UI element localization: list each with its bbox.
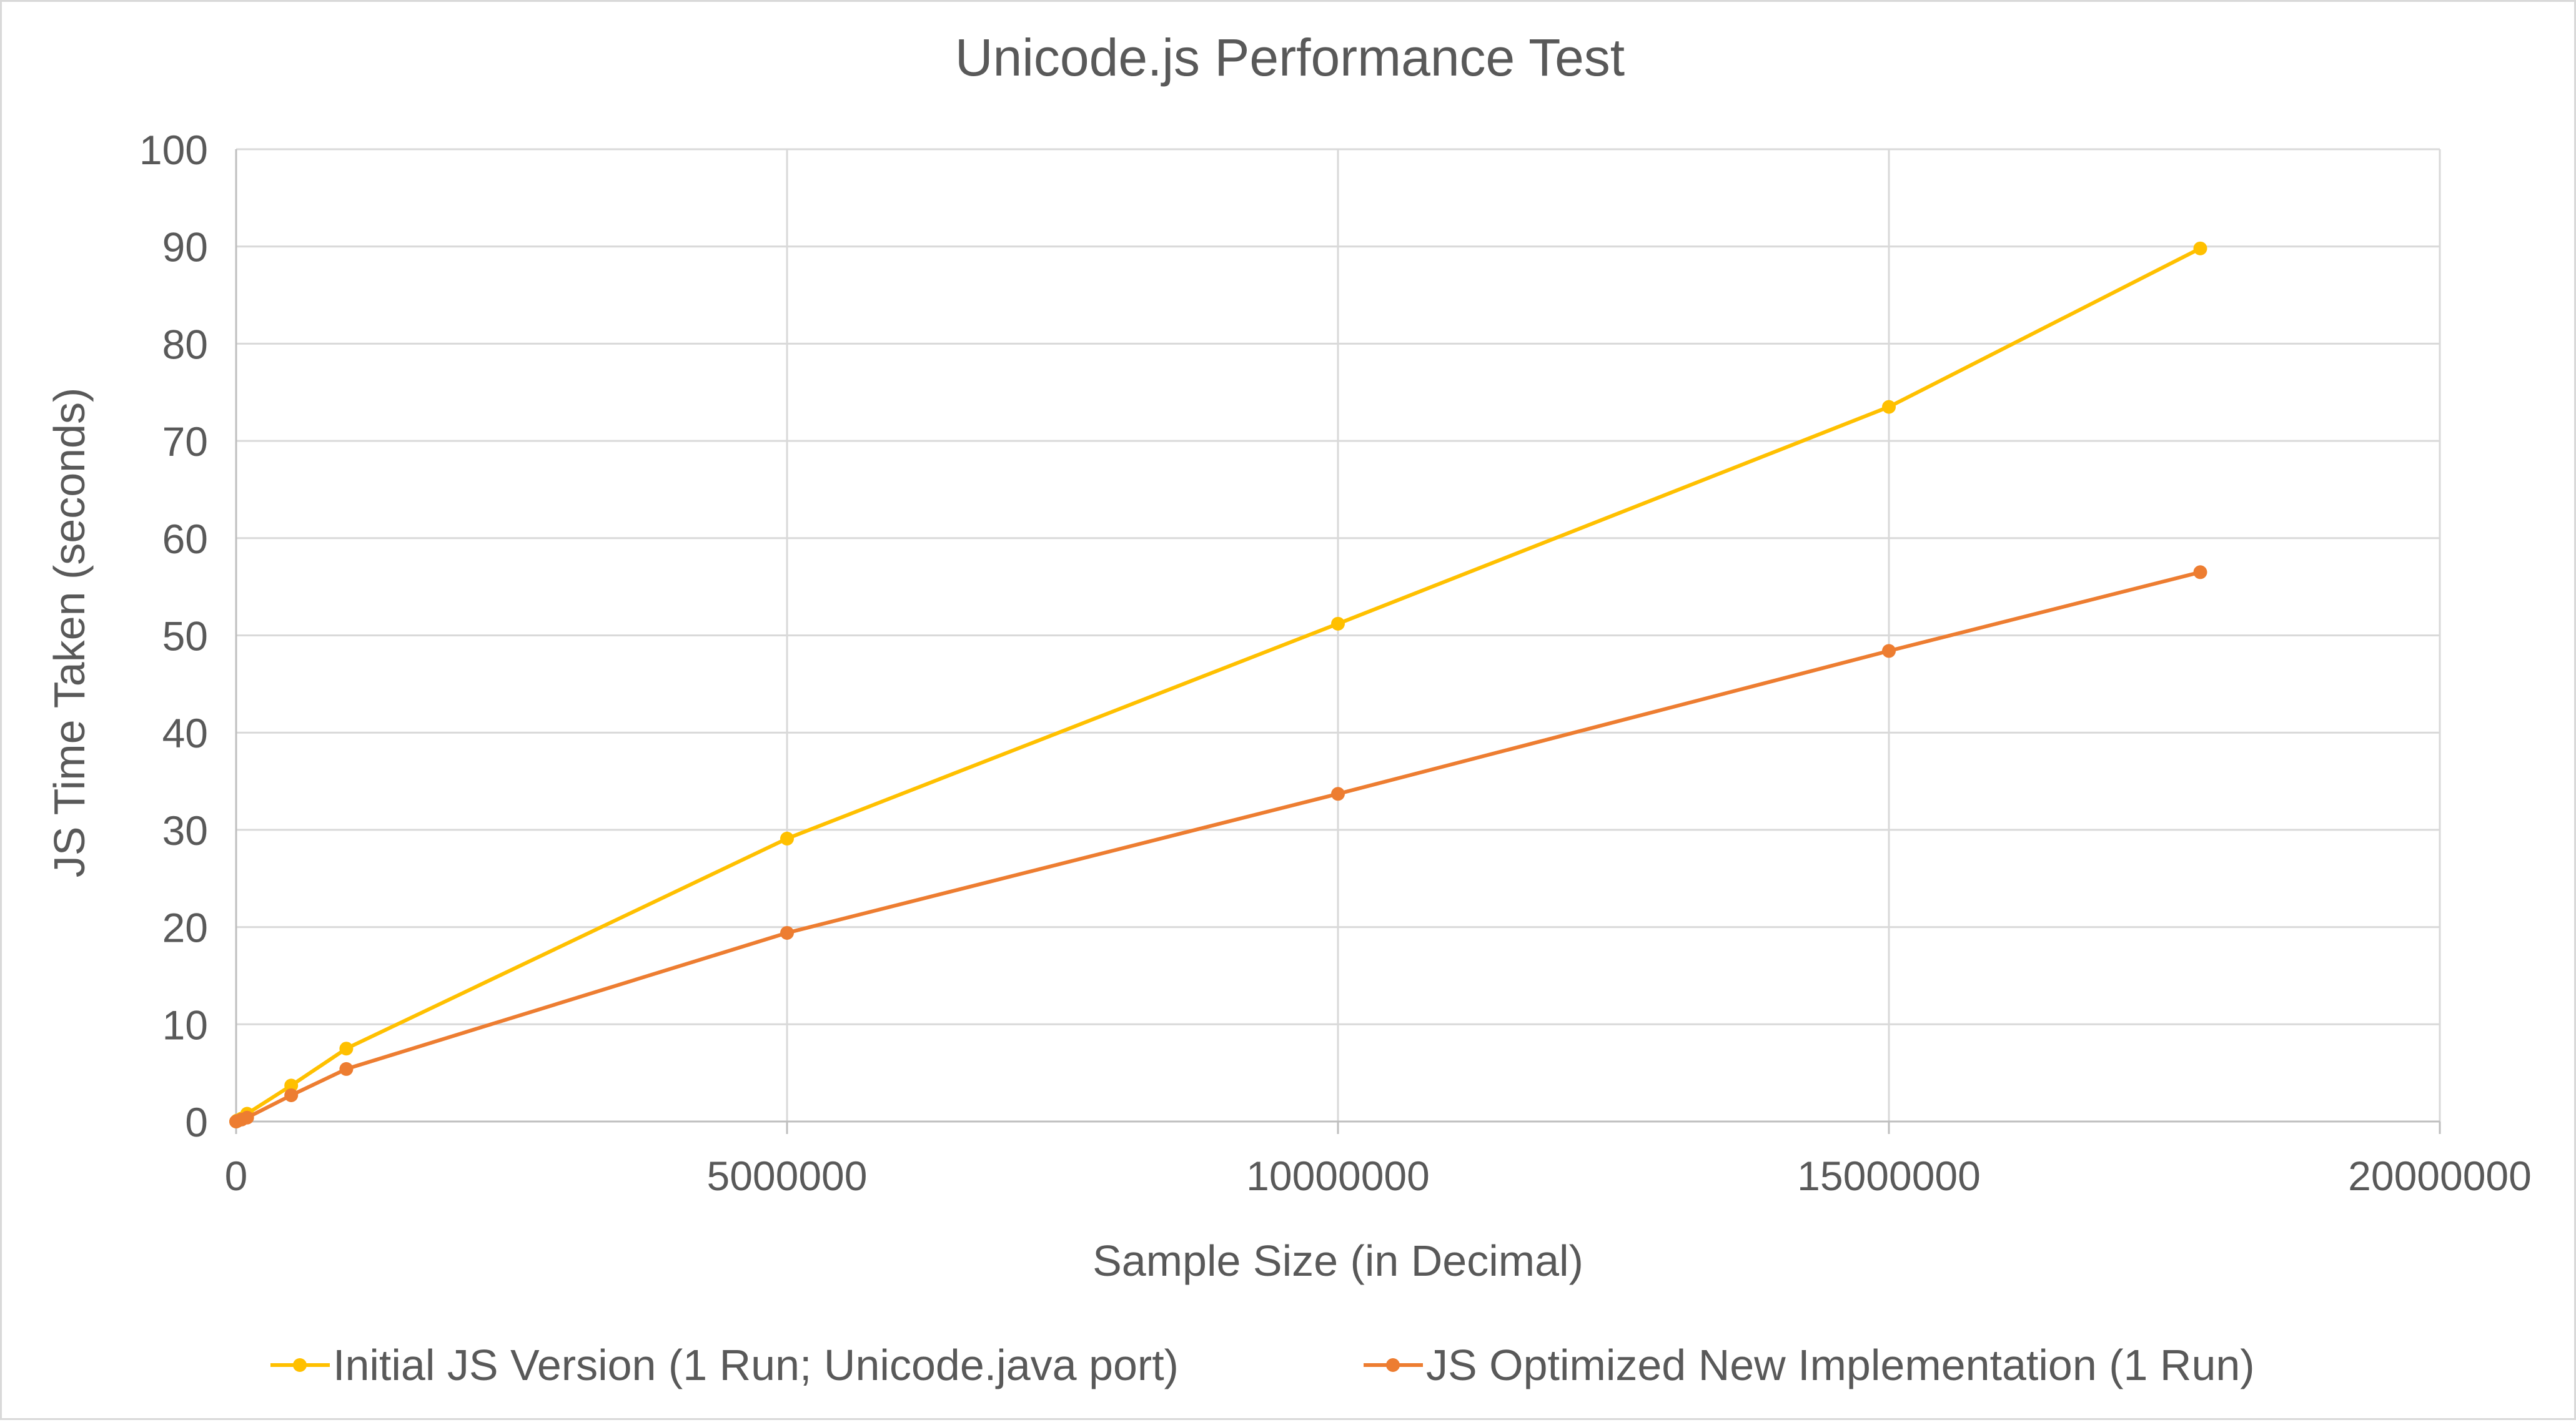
data-point — [1331, 616, 1345, 631]
data-point — [284, 1078, 299, 1093]
series-1 — [229, 241, 2207, 1128]
x-tick-label: 10000000 — [1246, 1153, 1430, 1199]
data-point — [339, 1042, 354, 1056]
legend: Initial JS Version (1 Run; Unicode.java … — [270, 1341, 2255, 1389]
y-tick-label: 90 — [162, 224, 208, 270]
x-tick-label: 0 — [225, 1153, 248, 1199]
data-point — [780, 831, 794, 846]
series-lines — [229, 241, 2207, 1128]
y-tick-label: 30 — [162, 807, 208, 854]
data-point — [2193, 565, 2207, 579]
series-line — [235, 570, 2201, 1123]
y-tick-label: 40 — [162, 710, 208, 756]
y-tick-label: 10 — [162, 1002, 208, 1048]
legend-swatch-marker — [1386, 1358, 1400, 1372]
legend-label: JS Optimized New Implementation (1 Run) — [1426, 1341, 2255, 1389]
x-tick-label: 20000000 — [2348, 1153, 2532, 1199]
legend-item: JS Optimized New Implementation (1 Run) — [1364, 1341, 2255, 1389]
x-tick-label: 5000000 — [707, 1153, 868, 1199]
chart-title: Unicode.js Performance Test — [955, 28, 1625, 87]
y-tick-label: 70 — [162, 418, 208, 465]
y-axis-label: JS Time Taken (seconds) — [45, 388, 94, 878]
x-axis-label: Sample Size (in Decimal) — [1092, 1236, 1583, 1285]
data-point — [780, 925, 794, 940]
data-point — [1331, 787, 1345, 801]
data-point — [339, 1062, 354, 1076]
axes — [235, 149, 2441, 1134]
tick-labels: 0 10 20 30 40 50 60 70 80 90 100 0 5000000 10000000 15… — [139, 127, 2532, 1199]
y-tick-label: 60 — [162, 516, 208, 562]
legend-item: Initial JS Version (1 Run; Unicode.java … — [270, 1341, 1179, 1389]
y-tick-label: 20 — [162, 905, 208, 951]
legend-swatch-marker — [293, 1358, 307, 1372]
data-point — [240, 1110, 254, 1125]
x-tick-label: 15000000 — [1797, 1153, 1981, 1199]
y-tick-label: 80 — [162, 321, 208, 367]
data-point — [284, 1088, 299, 1102]
data-point — [1882, 400, 1896, 414]
y-tick-label: 100 — [139, 127, 208, 173]
data-point — [1882, 644, 1896, 658]
y-tick-label: 50 — [162, 613, 208, 659]
series-line — [235, 247, 2201, 1123]
legend-label: Initial JS Version (1 Run; Unicode.java … — [333, 1341, 1179, 1389]
gridlines — [236, 148, 2441, 1122]
series-2 — [229, 565, 2207, 1128]
y-tick-label: 0 — [185, 1099, 208, 1145]
data-point — [2193, 241, 2207, 255]
